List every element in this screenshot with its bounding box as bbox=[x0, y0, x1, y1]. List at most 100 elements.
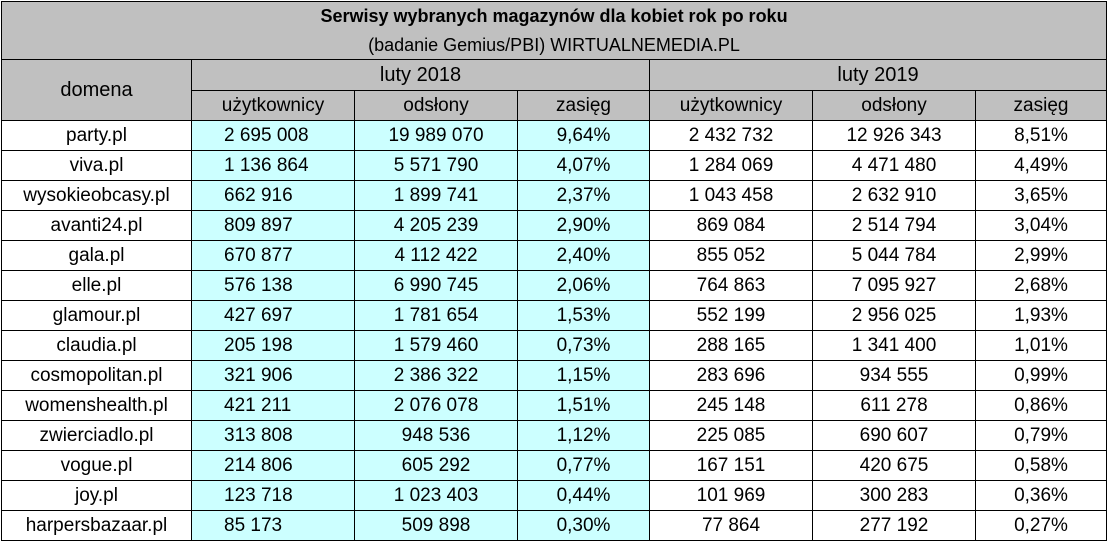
cell-views-2018: 1 579 460 bbox=[354, 330, 518, 361]
cell-users-2019: 855 052 bbox=[649, 240, 813, 271]
cell-reach-2018: 1,53% bbox=[517, 300, 650, 331]
cell-views-2019: 7 095 927 bbox=[812, 270, 976, 301]
cell-domain: elle.pl bbox=[1, 270, 192, 301]
cell-views-2019: 5 044 784 bbox=[812, 240, 976, 271]
cell-reach-2018: 2,40% bbox=[517, 240, 650, 271]
cell-domain: zwierciadlo.pl bbox=[1, 420, 192, 451]
cell-users-2018: 576 138 bbox=[191, 270, 355, 301]
cell-views-2019: 611 278 bbox=[812, 390, 976, 421]
table-subtitle: (badanie Gemius/PBI) WIRTUALNEMEDIA.PL bbox=[0, 31, 1107, 60]
cell-views-2019: 690 607 bbox=[812, 420, 976, 451]
cell-users-2018: 809 897 bbox=[191, 210, 355, 241]
table-row: claudia.pl 205 198 1 579 460 0,73% 288 165 1 … bbox=[1, 330, 1107, 361]
cell-views-2019: 2 956 025 bbox=[812, 300, 976, 331]
table-row: glamour.pl 427 697 1 781 654 1,53% 552 199 2 … bbox=[1, 300, 1107, 331]
period-header-2018: luty 2018 bbox=[191, 59, 650, 91]
cell-views-2018: 1 899 741 bbox=[354, 180, 518, 211]
cell-users-2018: 2 695 008 bbox=[191, 120, 355, 151]
cell-users-2019: 283 696 bbox=[649, 360, 813, 391]
cell-domain: claudia.pl bbox=[1, 330, 192, 361]
cell-views-2019: 1 341 400 bbox=[812, 330, 976, 361]
subheader-reach-2018: zasięg bbox=[517, 90, 650, 121]
cell-reach-2018: 2,37% bbox=[517, 180, 650, 211]
cell-users-2018: 427 697 bbox=[191, 300, 355, 331]
subheader-views-2018: odsłony bbox=[354, 90, 518, 121]
cell-views-2018: 605 292 bbox=[354, 450, 518, 481]
cell-reach-2019: 1,93% bbox=[974, 300, 1107, 331]
cell-domain: joy.pl bbox=[1, 480, 192, 511]
cell-users-2018: 205 198 bbox=[191, 330, 355, 361]
cell-reach-2018: 9,64% bbox=[517, 120, 650, 151]
cell-domain: wysokieobcasy.pl bbox=[1, 180, 192, 211]
cell-domain: harpersbazaar.pl bbox=[1, 510, 192, 541]
cell-views-2018: 948 536 bbox=[354, 420, 518, 451]
cell-reach-2019: 1,01% bbox=[974, 330, 1107, 361]
cell-reach-2018: 0,30% bbox=[517, 510, 650, 541]
cell-reach-2018: 1,12% bbox=[517, 420, 650, 451]
cell-users-2019: 764 863 bbox=[649, 270, 813, 301]
cell-users-2019: 167 151 bbox=[649, 450, 813, 481]
cell-domain: avanti24.pl bbox=[1, 210, 192, 241]
cell-users-2019: 225 085 bbox=[649, 420, 813, 451]
cell-reach-2018: 0,73% bbox=[517, 330, 650, 361]
cell-views-2019: 934 555 bbox=[812, 360, 976, 391]
cell-reach-2019: 2,68% bbox=[974, 270, 1107, 301]
cell-views-2018: 6 990 745 bbox=[354, 270, 518, 301]
cell-domain: womenshealth.pl bbox=[1, 390, 192, 421]
cell-reach-2019: 0,36% bbox=[974, 480, 1107, 511]
cell-views-2018: 509 898 bbox=[354, 510, 518, 541]
cell-views-2019: 420 675 bbox=[812, 450, 976, 481]
cell-users-2019: 288 165 bbox=[649, 330, 813, 361]
cell-users-2018: 1 136 864 bbox=[191, 150, 355, 181]
cell-domain: cosmopolitan.pl bbox=[1, 360, 192, 391]
cell-views-2018: 4 205 239 bbox=[354, 210, 518, 241]
cell-users-2019: 2 432 732 bbox=[649, 120, 813, 151]
cell-users-2019: 101 969 bbox=[649, 480, 813, 511]
subheader-views-2019: odsłony bbox=[812, 90, 976, 121]
cell-reach-2018: 1,15% bbox=[517, 360, 650, 391]
cell-reach-2019: 3,65% bbox=[974, 180, 1107, 211]
cell-reach-2018: 0,44% bbox=[517, 480, 650, 511]
cell-users-2018: 214 806 bbox=[191, 450, 355, 481]
cell-views-2018: 5 571 790 bbox=[354, 150, 518, 181]
cell-reach-2019: 0,99% bbox=[974, 360, 1107, 391]
cell-users-2019: 552 199 bbox=[649, 300, 813, 331]
table-row: elle.pl 576 138 6 990 745 2,06% 764 863 7 095… bbox=[1, 270, 1107, 301]
cell-reach-2019: 2,99% bbox=[974, 240, 1107, 271]
cell-reach-2019: 4,49% bbox=[974, 150, 1107, 181]
cell-views-2018: 2 386 322 bbox=[354, 360, 518, 391]
cell-views-2018: 4 112 422 bbox=[354, 240, 518, 271]
cell-reach-2018: 4,07% bbox=[517, 150, 650, 181]
cell-views-2019: 12 926 343 bbox=[812, 120, 976, 151]
cell-users-2019: 1 043 458 bbox=[649, 180, 813, 211]
cell-domain: party.pl bbox=[1, 120, 192, 151]
table-row: vogue.pl 214 806 605 292 0,77% 167 151 420 67… bbox=[1, 450, 1107, 481]
cell-users-2018: 421 211 bbox=[191, 390, 355, 421]
cell-views-2019: 277 192 bbox=[812, 510, 976, 541]
cell-users-2019: 77 864 bbox=[649, 510, 813, 541]
table-row: joy.pl 123 718 1 023 403 0,44% 101 969 300 28… bbox=[1, 480, 1107, 511]
table-row: wysokieobcasy.pl 662 916 1 899 741 2,37% 1 0… bbox=[1, 180, 1107, 211]
cell-reach-2019: 0,86% bbox=[974, 390, 1107, 421]
cell-reach-2019: 0,58% bbox=[974, 450, 1107, 481]
cell-reach-2018: 2,90% bbox=[517, 210, 650, 241]
cell-reach-2019: 8,51% bbox=[974, 120, 1107, 151]
column-header-domain: domena bbox=[1, 59, 192, 121]
cell-users-2018: 670 877 bbox=[191, 240, 355, 271]
cell-users-2019: 245 148 bbox=[649, 390, 813, 421]
cell-users-2018: 662 916 bbox=[191, 180, 355, 211]
cell-views-2018: 1 023 403 bbox=[354, 480, 518, 511]
cell-users-2018: 321 906 bbox=[191, 360, 355, 391]
subheader-reach-2019: zasięg bbox=[974, 90, 1107, 121]
table-row: party.pl 2 695 008 19 989 070 9,64% 2 432 73… bbox=[1, 120, 1107, 151]
cell-reach-2019: 0,27% bbox=[974, 510, 1107, 541]
cell-views-2018: 1 781 654 bbox=[354, 300, 518, 331]
cell-views-2018: 2 076 078 bbox=[354, 390, 518, 421]
cell-views-2019: 300 283 bbox=[812, 480, 976, 511]
cell-reach-2018: 0,77% bbox=[517, 450, 650, 481]
cell-views-2019: 2 514 794 bbox=[812, 210, 976, 241]
cell-users-2019: 869 084 bbox=[649, 210, 813, 241]
subheader-users-2018: użytkownicy bbox=[191, 90, 355, 121]
cell-views-2018: 19 989 070 bbox=[354, 120, 518, 151]
